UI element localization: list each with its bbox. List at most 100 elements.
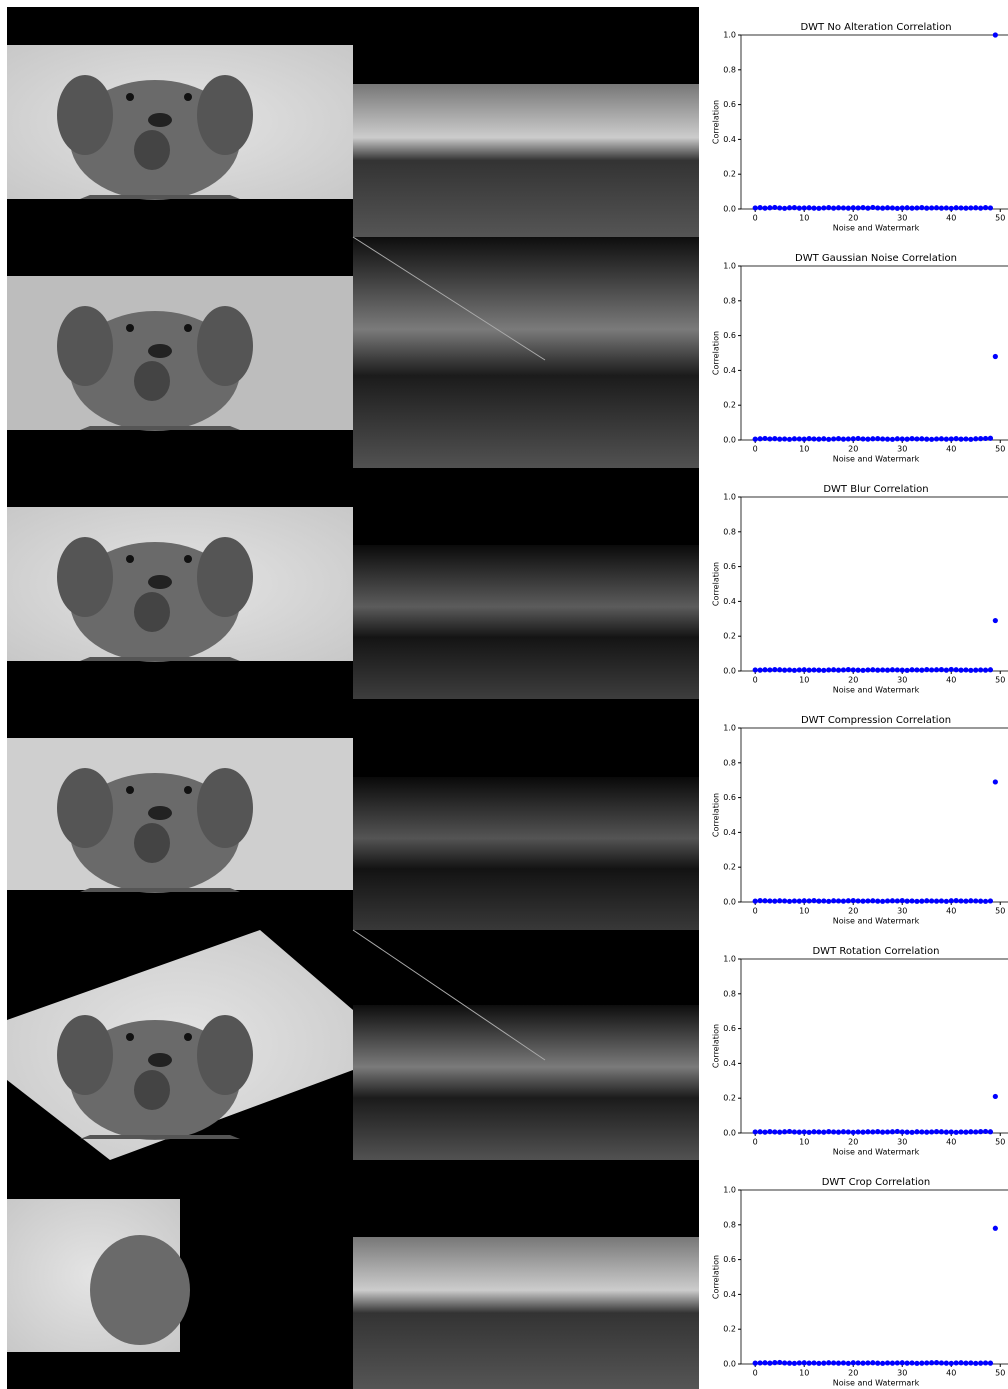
point (767, 667, 773, 673)
x-tick-label: 50 (995, 676, 1005, 685)
point (909, 1129, 915, 1135)
point (943, 1360, 949, 1366)
x-tick-label: 20 (848, 445, 858, 454)
x-tick-label: 50 (995, 1369, 1005, 1378)
point (782, 1360, 788, 1366)
point (796, 205, 802, 211)
point (929, 1360, 935, 1366)
point (831, 1129, 837, 1135)
point (992, 779, 998, 785)
y-tick-label: 0.2 (723, 401, 736, 410)
point (919, 436, 925, 442)
point (909, 667, 915, 673)
point (992, 1225, 998, 1231)
point (933, 205, 940, 211)
point (791, 436, 798, 442)
x-tick-label: 30 (897, 676, 907, 685)
point (968, 205, 974, 211)
point (982, 1128, 989, 1135)
point (777, 1359, 783, 1366)
point (889, 1360, 896, 1366)
point (948, 1129, 954, 1135)
y-tick-label: 0.2 (723, 632, 736, 641)
point (948, 436, 954, 442)
point (938, 436, 945, 442)
point (978, 205, 984, 211)
point (880, 667, 886, 673)
point (973, 1129, 979, 1135)
point (752, 205, 758, 211)
point (831, 1360, 837, 1366)
point (978, 436, 984, 442)
point (948, 205, 954, 211)
y-tick-label: 0.0 (723, 1360, 736, 1369)
image (353, 1237, 699, 1389)
point (904, 667, 910, 673)
y-tick-label: 0.0 (723, 436, 736, 445)
point (865, 205, 871, 211)
x-tick-label: 10 (799, 214, 809, 223)
y-tick-label: 0.4 (723, 135, 736, 144)
point (884, 1129, 891, 1135)
point (889, 898, 896, 904)
point (924, 436, 930, 442)
point (816, 667, 822, 673)
x-tick-label: 10 (799, 1138, 809, 1147)
point (811, 205, 817, 211)
point (821, 205, 827, 211)
point (880, 436, 886, 442)
y-axis-label: Correlation (712, 100, 721, 144)
y-tick-label: 0.2 (723, 170, 736, 179)
point (821, 667, 827, 673)
y-tick-label: 0.4 (723, 1290, 736, 1299)
y-tick-label: 1.0 (723, 493, 736, 502)
point (855, 1129, 861, 1135)
chart-title: DWT Crop Correlation (822, 1177, 931, 1188)
point (806, 1129, 812, 1135)
point (870, 667, 876, 673)
point (880, 1129, 886, 1135)
point (762, 667, 768, 673)
x-tick-label: 30 (897, 1138, 907, 1147)
point (899, 205, 905, 211)
point (880, 898, 886, 904)
point (904, 205, 910, 211)
y-tick-label: 1.0 (723, 262, 736, 271)
point (840, 1360, 847, 1366)
point (796, 1360, 802, 1366)
point (762, 898, 768, 904)
point (752, 1360, 758, 1366)
y-tick-label: 0.6 (723, 562, 736, 571)
point (894, 898, 900, 904)
point (767, 436, 773, 442)
point (968, 898, 974, 904)
point (938, 205, 945, 211)
point (978, 898, 984, 904)
point (826, 898, 832, 904)
x-tick-label: 0 (753, 214, 758, 223)
point (943, 205, 949, 211)
x-tick-label: 10 (799, 445, 809, 454)
point (777, 205, 783, 211)
point (850, 898, 856, 904)
y-tick-label: 0.0 (723, 898, 736, 907)
point (973, 1360, 979, 1366)
x-axis-label: Noise and Watermark (833, 686, 920, 695)
y-axis-label: Correlation (712, 1255, 721, 1299)
x-tick-label: 40 (946, 1369, 956, 1378)
point (762, 1360, 768, 1366)
y-tick-label: 0.8 (723, 989, 736, 998)
x-tick-label: 50 (995, 907, 1005, 916)
point (909, 205, 915, 211)
point (791, 1360, 798, 1366)
point (816, 1360, 822, 1366)
point (826, 436, 832, 442)
point (904, 1129, 910, 1135)
point (958, 205, 964, 211)
point (875, 667, 881, 673)
point (811, 436, 817, 442)
point (963, 1129, 969, 1135)
y-axis-label: Correlation (712, 331, 721, 375)
x-tick-label: 0 (753, 1138, 758, 1147)
point (875, 1129, 881, 1135)
